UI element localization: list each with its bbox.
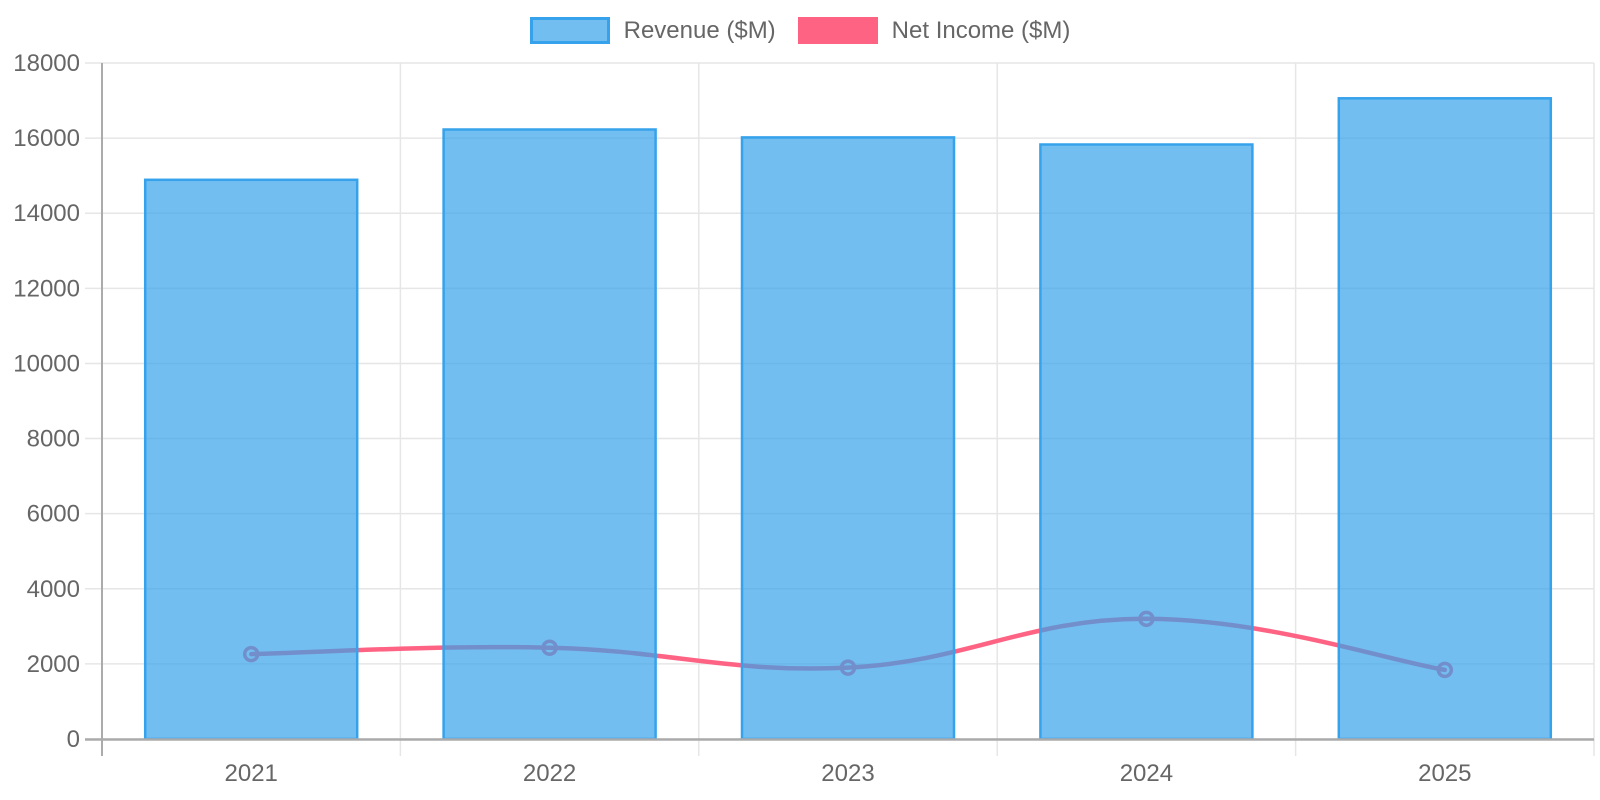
y-tick-label-14000: 14000 (13, 200, 80, 227)
x-tick-label-2021: 2021 (225, 760, 278, 787)
bar-2022[interactable] (442, 128, 657, 741)
y-tick-label-12000: 12000 (13, 275, 80, 302)
legend-label-net-income: Net Income ($M) (891, 17, 1071, 44)
x-tick-label-2025: 2025 (1418, 760, 1471, 787)
bar-2024[interactable] (1039, 143, 1254, 741)
legend-swatch-revenue-icon (529, 17, 610, 44)
y-tick-label-8000: 8000 (27, 426, 80, 453)
bar-2021[interactable] (143, 178, 359, 741)
bar-2025[interactable] (1337, 97, 1553, 741)
legend-swatch-net-income-icon (797, 17, 878, 44)
legend-item-revenue[interactable]: Revenue ($M) (529, 17, 776, 44)
y-tick-label-0: 0 (67, 726, 80, 753)
x-tick-label-2023: 2023 (821, 760, 874, 787)
y-tick-label-6000: 6000 (27, 501, 80, 528)
legend-item-net-income[interactable]: Net Income ($M) (797, 17, 1071, 44)
x-tick-label-2022: 2022 (523, 760, 576, 787)
chart-legend: Revenue ($M) Net Income ($M) (0, 17, 1600, 44)
y-tick-label-18000: 18000 (13, 50, 80, 77)
y-tick-label-2000: 2000 (27, 651, 80, 678)
legend-label-revenue: Revenue ($M) (623, 17, 776, 44)
axis-tick-labels: 0 2000 4000 6000 8000 10000 12000 14000 16000 180… (13, 50, 1471, 787)
x-tick-label-2024: 2024 (1120, 760, 1173, 787)
bar-2023[interactable] (740, 136, 956, 741)
y-tick-label-10000: 10000 (13, 350, 80, 377)
y-tick-label-16000: 16000 (13, 125, 80, 152)
y-tick-label-4000: 4000 (27, 576, 80, 603)
